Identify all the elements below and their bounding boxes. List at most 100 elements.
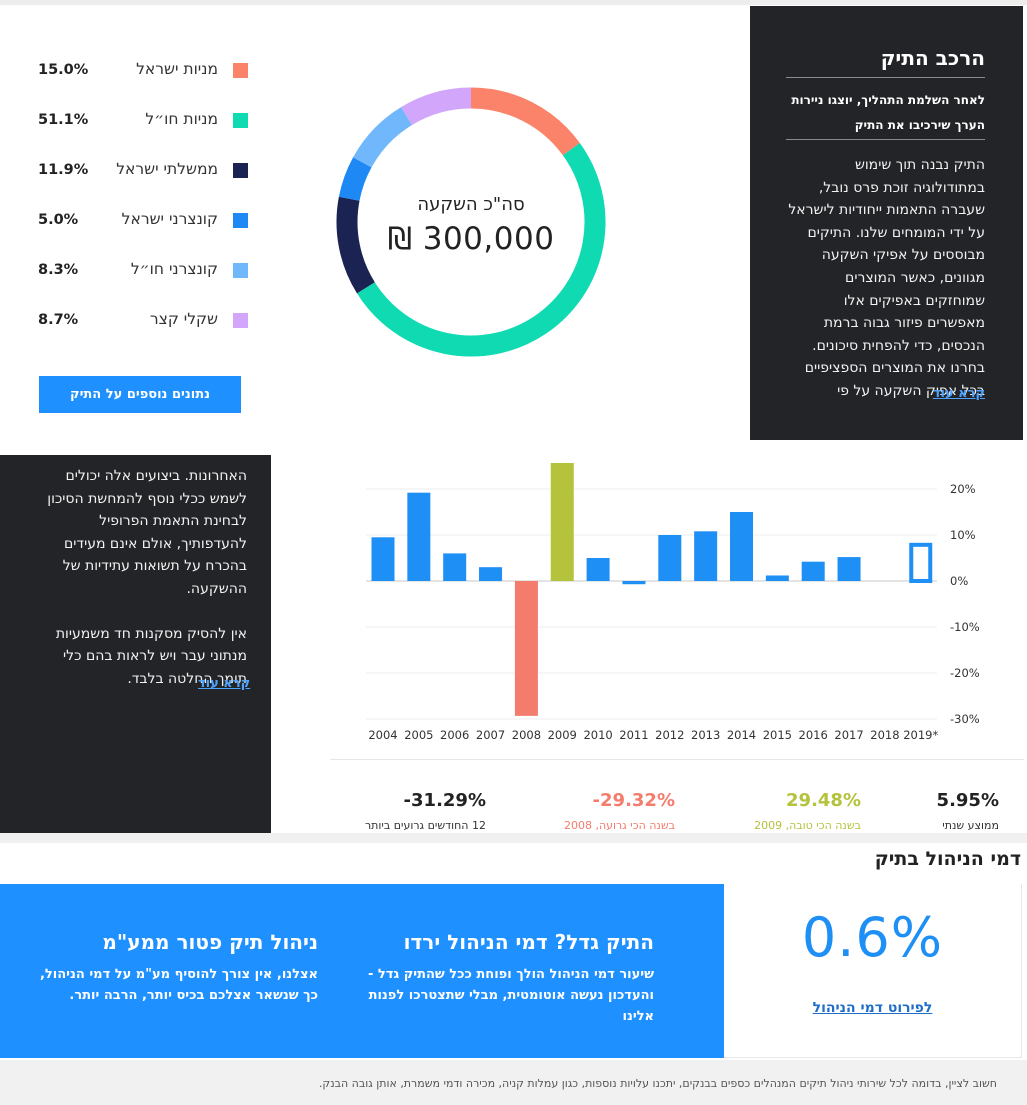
donut-center: סה"כ השקעה 300,000 ₪ [333,84,609,360]
bar-2019* [909,542,933,583]
legend-swatch [233,263,248,278]
bar-2016 [801,561,825,581]
legend-item: 8.3% קונצרני חו״ל [38,260,248,286]
bar-2008 [514,581,538,716]
benefit-text: אצלנו, אין צורך להוסיף מע"מ על דמי הניהו… [39,967,318,1003]
bar-2007 [479,567,503,581]
stat-average: 5.95% ממוצע שנתי [937,790,999,832]
disclaimer-text: חשוב לציין, בדומה לכל שירותי ניהול תיקים… [318,1077,997,1090]
legend-item: 5.0% קונצרני ישראל [38,210,248,236]
x-tick-label: 2008 [512,728,541,742]
divider [330,759,1024,760]
legend-pct: 5.0% [38,212,79,228]
stat-value: -31.29% [403,790,486,811]
fee-percent: 0.6% [801,906,944,969]
legend-swatch [233,63,248,78]
bar-2006 [443,553,467,581]
fee-benefits-banner: התיק גדל? דמי הניהול ירדו שיעור דמי הניה… [0,884,724,1058]
legend-label: קונצרני חו״ל [130,260,218,278]
stat-value: 5.95% [936,790,999,811]
donut-slice [356,142,606,357]
total-investment-label: סה"כ השקעה [417,193,525,215]
donut-slice [336,196,375,294]
bar-2010 [586,558,610,581]
annual-returns-bar-chart: 20% 10% 0% -10% -20% -30% 2004 2005 2006 2007 2008… [366,463,980,742]
x-tick-label: 2010 [583,728,612,742]
bar-2015 [765,575,789,581]
panel-body: התיק נבנה תוך שימוש במתודולוגיה זוכת פרס… [788,157,985,399]
performance-info-panel: האחרונות. ביצועים אלה יכולים לשמש ככלי נ… [0,455,271,833]
bar-2004 [371,537,395,581]
donut-slice [338,157,372,202]
x-tick-label: 2009 [548,728,577,742]
stat-value: -29.32% [592,790,675,811]
more-portfolio-data-button[interactable]: נתונים נוספים על התיק [39,376,241,413]
benefit-title: התיק גדל? דמי הניהול ירדו [403,930,654,954]
legend-pct: 51.1% [38,112,89,128]
donut-slice [401,87,472,126]
panel-body: האחרונות. ביצועים אלה יכולים לשמש ככלי נ… [45,465,247,712]
legend-swatch [233,113,248,128]
composition-info-panel: הרכב התיק לאחר השלמת התהליך, יוצגו ניירו… [750,6,1023,440]
legend-pct: 8.7% [38,312,79,328]
fee-rate-card: 0.6% לפירוט דמי הניהול [724,884,1022,1058]
benefit-text: שיעור דמי הניהול הולך ופוחת ככל שהתיק גד… [367,967,654,1024]
allocation-donut-chart [336,87,606,357]
stat-label: בשנה הכי גרועה, 2008 [563,819,675,832]
x-tick-label: 2011 [619,728,648,742]
y-tick-label: 0% [950,574,968,588]
legend-label: ממשלתי ישראל [116,160,218,178]
panel-paragraph: האחרונות. ביצועים אלה יכולים לשמש ככלי נ… [47,468,247,597]
x-tick-label: 2018 [870,728,899,742]
stat-worst-12-months: -31.29% 12 החודשים גרועים ביותר [365,790,486,832]
legend-item: 15.0% מניות ישראל [38,60,248,86]
benefit-vat-exempt: ניהול תיק פטור ממע"מ אצלנו, אין צורך להו… [22,930,318,1006]
x-tick-label: 2005 [404,728,433,742]
top-border [0,0,1027,5]
fee-details-link[interactable]: לפירוט דמי הניהול [812,1000,933,1016]
y-tick-label: -20% [950,666,980,680]
x-tick-label: 2016 [799,728,828,742]
legend-label: מניות ישראל [136,60,218,78]
panel-paragraph: אין להסיק מסקנות חד משמעיות מנתוני עבר ו… [55,625,247,687]
bar-2013 [694,531,718,581]
read-more-link[interactable]: קרא עוד [198,676,251,691]
x-tick-label: 2012 [655,728,684,742]
total-investment-value: 300,000 ₪ [387,220,555,257]
section-separator [0,833,1027,843]
x-tick-label: 2006 [440,728,469,742]
legend-swatch [233,313,248,328]
legend-label: מניות חו״ל [145,110,218,128]
y-tick-label: 10% [950,528,976,542]
stat-worst-year: -29.32% בשנה הכי גרועה, 2008 [564,790,675,832]
legend-swatch [233,163,248,178]
y-tick-label: -10% [950,620,980,634]
legend-pct: 11.9% [38,162,89,178]
x-tick-label: 2013 [691,728,720,742]
legend-swatch [233,213,248,228]
legend-label: קונצרני ישראל [121,210,218,228]
bar-2011 [622,581,646,585]
stat-value: 29.48% [786,790,861,811]
x-tick-label: 2004 [368,728,397,742]
legend-item: 11.9% ממשלתי ישראל [38,160,248,186]
x-tick-label: 2017 [834,728,863,742]
stat-label: בשנה הכי טובה, 2009 [754,819,861,832]
bar-2014 [730,512,753,581]
benefit-title: ניהול תיק פטור ממע"מ [102,930,318,954]
bar-2012 [658,535,682,581]
donut-slice [470,87,580,156]
bar-2009 [550,463,574,581]
x-tick-label: 2019* [903,728,938,742]
disclaimer-bar [0,1060,1027,1105]
stat-label: ממוצע שנתי [942,819,999,832]
benefit-decreasing-fees: התיק גדל? דמי הניהול ירדו שיעור דמי הניה… [346,930,654,1027]
x-tick-label: 2014 [727,728,756,742]
fees-title: דמי הניהול בתיק [874,848,1021,870]
bar-2005 [407,492,431,581]
read-more-link[interactable]: קרא עוד [932,386,985,401]
divider [786,77,985,78]
legend-label: שקלי קצר [149,310,218,328]
stat-label: 12 החודשים גרועים ביותר [364,819,486,832]
donut-slice [353,107,413,168]
